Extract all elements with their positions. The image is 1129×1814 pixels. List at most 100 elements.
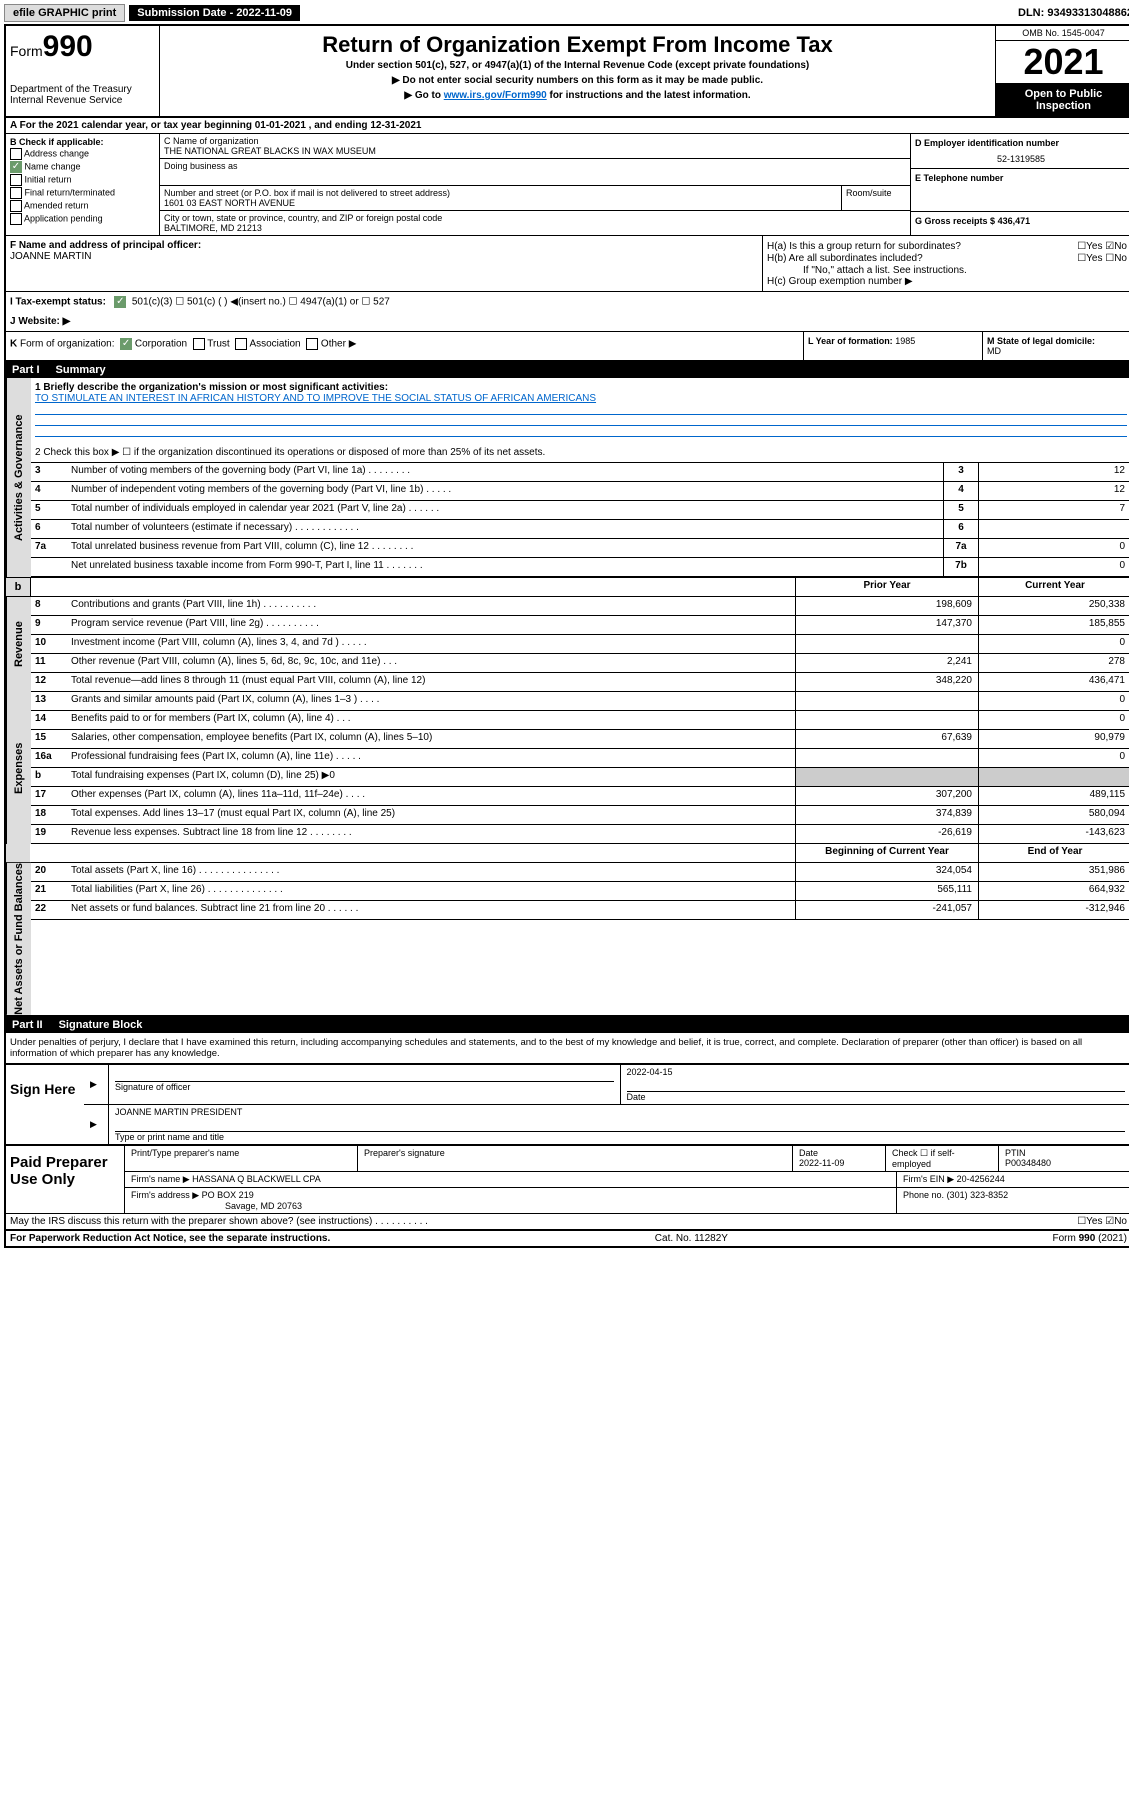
form-title: Return of Organization Exempt From Incom… [168,32,987,58]
irs-discuss-answer: ☐Yes ☑No [1077,1216,1127,1227]
net-assets-section: Net Assets or Fund Balances 20 Total ass… [6,863,1129,1017]
efile-button[interactable]: efile GRAPHIC print [4,4,125,22]
checkbox-pending[interactable] [10,213,22,225]
preparer-name-header: Print/Type preparer's name [125,1146,358,1171]
omb-number: OMB No. 1545-0047 [996,26,1129,41]
data-line: 10 Investment income (Part VIII, column … [31,635,1129,654]
rev-header-row: b Prior Year Current Year [6,577,1129,597]
form-note-1: ▶ Do not enter social security numbers o… [168,75,987,86]
end-year-header: End of Year [978,844,1129,862]
box-m: M State of legal domicile:MD [982,332,1129,360]
checkbox-assoc[interactable] [235,338,247,350]
net-header-row: Beginning of Current Year End of Year [6,844,1129,863]
beginning-year-header: Beginning of Current Year [795,844,978,862]
checkbox-address[interactable] [10,148,22,160]
gov-line: 6 Total number of volunteers (estimate i… [31,520,1129,539]
form-header: Form990 Department of the Treasury Inter… [6,26,1129,118]
section-bcd: B Check if applicable: Address change ✓ … [6,134,1129,236]
firm-phone-cell: Phone no. (301) 323-8352 [897,1188,1129,1213]
box-h: H(a) Is this a group return for subordin… [762,236,1129,291]
mission-block: 1 Briefly describe the organization's mi… [31,378,1129,463]
hb-note: If "No," attach a list. See instructions… [767,265,1127,276]
sign-here-label: Sign Here [6,1065,84,1144]
city-value: BALTIMORE, MD 21213 [164,223,906,233]
irs-discuss-row: May the IRS discuss this return with the… [6,1214,1129,1231]
firm-addr-cell: Firm's address ▶ PO BOX 219 Savage, MD 2… [125,1188,897,1213]
checkbox-trust[interactable] [193,338,205,350]
revenue-section: Revenue 8 Contributions and grants (Part… [6,597,1129,692]
row-j: J Website: ▶ [6,312,1129,332]
self-employed-check[interactable]: Check ☐ if self-employed [886,1146,999,1171]
checkbox-corp[interactable]: ✓ [120,338,132,350]
sig-name: JOANNE MARTIN PRESIDENT [115,1107,1125,1117]
checkbox-initial[interactable] [10,174,22,186]
data-line: 13 Grants and similar amounts paid (Part… [31,692,1129,711]
paid-preparer-label: Paid Preparer Use Only [6,1146,125,1213]
side-expenses: Expenses [6,692,31,844]
paid-preparer-section: Paid Preparer Use Only Print/Type prepar… [6,1146,1129,1214]
org-name: THE NATIONAL GREAT BLACKS IN WAX MUSEUM [164,146,906,156]
street-cell: Number and street (or P.O. box if mail i… [160,186,842,210]
data-line: 17 Other expenses (Part IX, column (A), … [31,787,1129,806]
sig-date: 2022-04-15 [627,1067,1126,1077]
form-ref: Form 990 (2021) [1053,1233,1127,1244]
mission-text[interactable]: TO STIMULATE AN INTEREST IN AFRICAN HIST… [35,393,596,404]
part2-header: Part II Signature Block [6,1017,1129,1033]
box-b: B Check if applicable: Address change ✓ … [6,134,160,235]
gov-line: 5 Total number of individuals employed i… [31,501,1129,520]
checkbox-name-change[interactable]: ✓ [10,161,22,173]
part1-header: Part I Summary [6,362,1129,378]
sign-section: Sign Here ▶ Signature of officer 2022-04… [6,1064,1129,1146]
data-line: 19 Revenue less expenses. Subtract line … [31,825,1129,844]
row-i: I Tax-exempt status: ✓ 501(c)(3) ☐ 501(c… [6,292,1129,312]
current-year-header: Current Year [978,578,1129,596]
preparer-date-cell: Date2022-11-09 [793,1146,886,1171]
dln-label: DLN: 93493313048862 [1018,7,1129,19]
firm-ein-cell: Firm's EIN ▶ 20-4256244 [897,1172,1129,1187]
data-line: 12 Total revenue—add lines 8 through 11 … [31,673,1129,692]
data-line: b Total fundraising expenses (Part IX, c… [31,768,1129,787]
room-cell: Room/suite [842,186,910,210]
form-subtitle: Under section 501(c), 527, or 4947(a)(1)… [168,60,987,71]
row-klm: K Form of organization: ✓ Corporation Tr… [6,332,1129,362]
city-label: City or town, state or province, country… [164,213,906,223]
sig-arrow-icon-2: ▶ [84,1105,108,1144]
irs-link[interactable]: www.irs.gov/Form990 [444,90,547,101]
sig-officer-label: Signature of officer [115,1081,614,1092]
data-line: 8 Contributions and grants (Part VIII, l… [31,597,1129,616]
ein-value: 52-1319585 [915,154,1127,164]
box-deg: D Employer identification number 52-1319… [910,134,1129,235]
checkbox-other[interactable] [306,338,318,350]
dba-label: Doing business as [164,161,906,171]
top-toolbar: efile GRAPHIC print Submission Date - 20… [4,4,1129,22]
governance-section: Activities & Governance 1 Briefly descri… [6,378,1129,577]
hb-answer: ☐Yes ☐No [1077,253,1127,264]
checkbox-501c3[interactable]: ✓ [114,296,126,308]
gov-line: 4 Number of independent voting members o… [31,482,1129,501]
ha-answer: ☐Yes ☑No [1077,241,1127,252]
row-a-tax-year: A For the 2021 calendar year, or tax yea… [6,118,1129,134]
ein-label: D Employer identification number [915,138,1059,148]
box-f: F Name and address of principal officer:… [6,236,762,291]
org-name-label: C Name of organization [164,136,906,146]
ptin-cell: PTINP00348480 [999,1146,1129,1171]
tax-year: 2021 [996,41,1129,84]
form-note-2: ▶ Go to www.irs.gov/Form990 for instruct… [168,90,987,101]
page-footer: For Paperwork Reduction Act Notice, see … [6,1231,1129,1246]
box-k: K Form of organization: ✓ Corporation Tr… [6,332,803,360]
expenses-section: Expenses 13 Grants and similar amounts p… [6,692,1129,844]
checkbox-amended[interactable] [10,200,22,212]
gov-line: Net unrelated business taxable income fr… [31,558,1129,577]
department-label: Department of the Treasury Internal Reve… [10,84,155,106]
data-line: 22 Net assets or fund balances. Subtract… [31,901,1129,920]
preparer-sig-header: Preparer's signature [358,1146,793,1171]
row-fh: F Name and address of principal officer:… [6,236,1129,292]
sig-arrow-icon: ▶ [84,1065,108,1104]
gross-receipts: G Gross receipts $ 436,471 [915,216,1030,226]
declaration-text: Under penalties of perjury, I declare th… [6,1033,1129,1064]
data-line: 18 Total expenses. Add lines 13–17 (must… [31,806,1129,825]
open-public-badge: Open to Public Inspection [996,84,1129,116]
data-line: 14 Benefits paid to or for members (Part… [31,711,1129,730]
checkbox-final[interactable] [10,187,22,199]
side-net-assets: Net Assets or Fund Balances [6,863,31,1015]
